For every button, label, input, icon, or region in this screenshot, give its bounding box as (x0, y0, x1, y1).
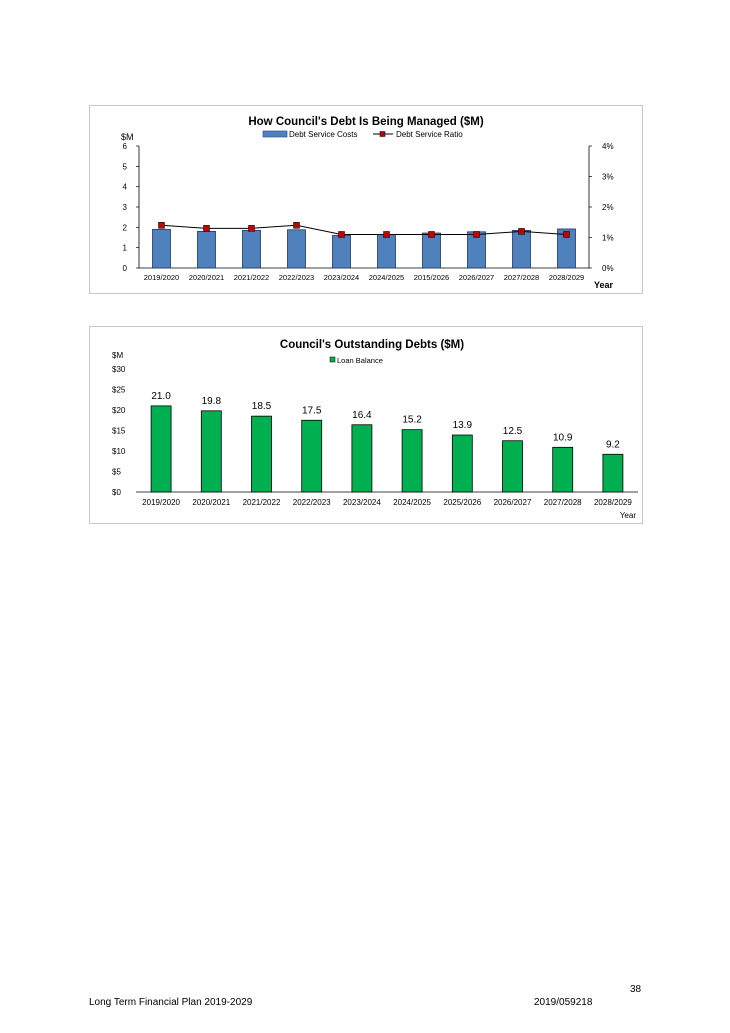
x-axis-label: Year (594, 280, 614, 290)
bar-debt-service-costs (152, 228, 171, 269)
y-tick-label: $15 (112, 427, 126, 436)
x-tick-label: 2028/2029 (549, 273, 584, 282)
legend-label-debt-service-costs: Debt Service Costs (289, 130, 357, 139)
bar-debt-service-costs (557, 228, 576, 269)
x-tick-label: 2021/2022 (234, 273, 269, 282)
point-debt-service-ratio (338, 231, 345, 238)
x-tick-label: 2026/2027 (459, 273, 494, 282)
footer-doc-ref: 2019/059218 (534, 997, 593, 1008)
x-axis-label: Year (620, 511, 637, 520)
line-debt-service-ratio (161, 224, 567, 235)
bar-loan-balance (502, 440, 523, 493)
x-tick-label: 2019/2020 (142, 498, 180, 507)
debt-management-chart-svg: How Council's Debt Is Being Managed ($M)… (121, 116, 614, 290)
y2-tick-label: 0% (602, 264, 614, 273)
bar-loan-balance (301, 419, 323, 493)
bar-loan-balance (251, 415, 272, 493)
x-tick-label: 2028/2029 (594, 498, 632, 507)
page-number: 38 (630, 984, 642, 995)
chart-title: How Council's Debt Is Being Managed ($M) (248, 116, 483, 128)
y-tick-label: 5 (123, 162, 128, 171)
x-tick-label: 2019/2020 (144, 273, 179, 282)
point-debt-service-ratio (563, 231, 570, 238)
point-debt-service-ratio (518, 228, 525, 235)
outstanding-debts-chart-svg: Council's Outstanding Debts ($M) Loan Bal… (112, 339, 638, 520)
data-label-loan-balance: 9.2 (606, 439, 620, 450)
x-tick-label: 2024/2025 (369, 273, 404, 282)
y2-tick-label: 2% (602, 203, 614, 212)
x-tick-label: 2015/2026 (414, 273, 449, 282)
point-debt-service-ratio (248, 225, 255, 232)
point-debt-service-ratio (428, 231, 435, 238)
debt-management-chart: How Council's Debt Is Being Managed ($M)… (89, 105, 643, 294)
chart-title: Council's Outstanding Debts ($M) (280, 339, 464, 351)
legend-label-loan-balance: Loan Balance (337, 356, 383, 365)
legend-label-debt-service-ratio: Debt Service Ratio (396, 130, 463, 139)
bar-loan-balance (150, 405, 172, 493)
bar-debt-service-costs (422, 232, 441, 269)
y2-tick-label: 4% (602, 142, 614, 151)
y2-tick-label: 1% (602, 234, 614, 243)
bar-loan-balance (602, 453, 624, 493)
bar-loan-balance (401, 429, 423, 493)
data-label-loan-balance: 15.2 (402, 415, 422, 426)
x-tick-label: 2024/2025 (393, 498, 431, 507)
y-tick-label: $5 (112, 468, 121, 477)
y-tick-label: 3 (123, 203, 128, 212)
bar-debt-service-costs (332, 235, 351, 269)
y-tick-label: $20 (112, 406, 126, 415)
legend-swatch-debt-service-costs (262, 130, 288, 138)
bar-debt-service-costs (287, 229, 306, 269)
x-tick-label: 2020/2021 (189, 273, 224, 282)
y-axis-label: $M (121, 132, 134, 142)
bar-debt-service-costs (242, 229, 261, 269)
data-label-loan-balance: 17.5 (302, 405, 322, 416)
bar-debt-service-costs (512, 229, 531, 269)
bar-debt-service-costs (197, 231, 216, 269)
x-tick-label: 2026/2027 (494, 498, 532, 507)
y-tick-label: 4 (123, 183, 128, 192)
x-tick-label: 2023/2024 (324, 273, 359, 282)
outstanding-debts-chart: Council's Outstanding Debts ($M) Loan Bal… (89, 326, 643, 524)
point-debt-service-ratio (473, 231, 480, 238)
bar-loan-balance (552, 446, 574, 493)
bar-loan-balance (451, 434, 473, 493)
x-tick-label: 2022/2023 (293, 498, 331, 507)
legend-swatch-loan-balance (329, 356, 336, 363)
y-tick-label: $0 (112, 488, 121, 497)
y-tick-label: 2 (123, 223, 128, 232)
x-tick-label: 2020/2021 (192, 498, 230, 507)
data-label-loan-balance: 16.4 (352, 410, 372, 421)
x-tick-label: 2025/2026 (443, 498, 481, 507)
point-debt-service-ratio (158, 222, 165, 229)
y-tick-label: $25 (112, 386, 126, 395)
bar-loan-balance (351, 424, 373, 493)
data-label-loan-balance: 12.5 (503, 426, 523, 437)
point-debt-service-ratio (293, 222, 300, 229)
data-label-loan-balance: 18.5 (252, 401, 272, 412)
y-tick-label: 1 (123, 244, 128, 253)
x-tick-label: 2023/2024 (343, 498, 381, 507)
data-label-loan-balance: 21.0 (151, 391, 171, 402)
y-tick-label: 6 (123, 142, 128, 151)
x-tick-label: 2027/2028 (544, 498, 582, 507)
x-tick-label: 2021/2022 (243, 498, 281, 507)
x-tick-label: 2027/2028 (504, 273, 539, 282)
point-debt-service-ratio (203, 225, 210, 232)
bar-loan-balance (200, 410, 222, 493)
y-tick-label: $30 (112, 365, 126, 374)
x-tick-label: 2022/2023 (279, 273, 314, 282)
y-tick-label: $10 (112, 447, 126, 456)
data-label-loan-balance: 10.9 (553, 432, 573, 443)
footer-title: Long Term Financial Plan 2019-2029 (89, 997, 253, 1008)
y-tick-label: 0 (123, 264, 128, 273)
data-label-loan-balance: 19.8 (202, 396, 222, 407)
y-axis-label: $M (112, 351, 123, 360)
data-label-loan-balance: 13.9 (453, 420, 473, 431)
legend-marker-debt-service-ratio (379, 131, 386, 137)
point-debt-service-ratio (383, 231, 390, 238)
bar-debt-service-costs (377, 234, 396, 269)
y2-tick-label: 3% (602, 173, 614, 182)
